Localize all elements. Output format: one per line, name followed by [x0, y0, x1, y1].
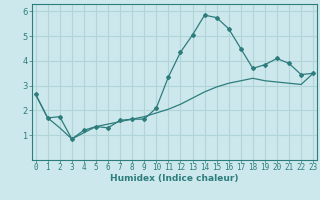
X-axis label: Humidex (Indice chaleur): Humidex (Indice chaleur) [110, 174, 239, 183]
